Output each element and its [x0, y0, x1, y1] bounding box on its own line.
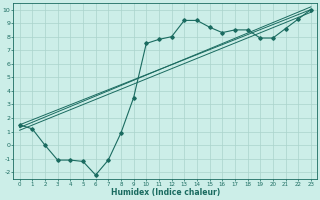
X-axis label: Humidex (Indice chaleur): Humidex (Indice chaleur): [111, 188, 220, 197]
